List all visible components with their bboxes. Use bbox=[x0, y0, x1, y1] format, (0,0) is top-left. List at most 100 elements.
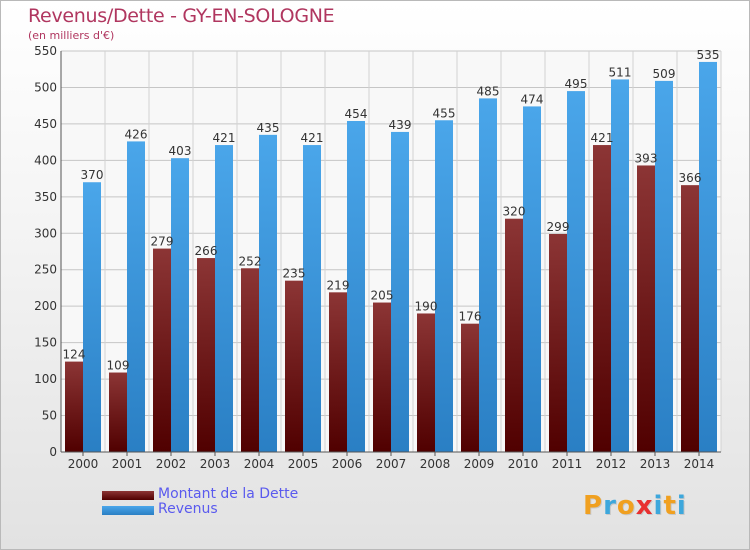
data-label-dette: 219 bbox=[327, 278, 350, 292]
bar-dette bbox=[417, 313, 435, 452]
y-tick-label: 0 bbox=[49, 445, 57, 459]
x-tick-label: 2008 bbox=[420, 457, 451, 471]
bar-revenus bbox=[171, 158, 189, 452]
bar-revenus bbox=[83, 182, 101, 452]
data-label-dette: 190 bbox=[415, 299, 438, 313]
legend-swatch-dette bbox=[102, 491, 154, 500]
y-tick-label: 150 bbox=[34, 336, 57, 350]
data-label-dette: 205 bbox=[371, 289, 394, 303]
bar-dette bbox=[549, 234, 567, 452]
data-label-revenus: 435 bbox=[257, 121, 280, 135]
logo-letter: i bbox=[653, 491, 664, 521]
data-label-revenus: 454 bbox=[345, 107, 368, 121]
data-label-dette: 366 bbox=[679, 171, 702, 185]
logo-letter: x bbox=[635, 491, 654, 521]
y-tick-label: 100 bbox=[34, 372, 57, 386]
data-label-revenus: 535 bbox=[697, 48, 720, 62]
x-tick-label: 2002 bbox=[156, 457, 187, 471]
y-tick-label: 50 bbox=[42, 409, 57, 423]
bar-dette bbox=[593, 145, 611, 452]
bar-revenus bbox=[699, 61, 717, 452]
y-tick-label: 400 bbox=[34, 153, 57, 167]
bar-revenus bbox=[523, 106, 541, 452]
y-tick-label: 500 bbox=[34, 80, 57, 94]
data-label-dette: 320 bbox=[503, 205, 526, 219]
bar-dette bbox=[109, 372, 127, 452]
bar-dette bbox=[197, 258, 215, 452]
data-label-revenus: 485 bbox=[477, 84, 500, 98]
bar-revenus bbox=[567, 91, 585, 452]
data-label-revenus: 509 bbox=[653, 67, 676, 81]
data-label-revenus: 474 bbox=[521, 92, 544, 106]
data-label-dette: 299 bbox=[547, 220, 570, 234]
x-tick-label: 2011 bbox=[552, 457, 583, 471]
bar-revenus bbox=[347, 120, 365, 452]
bar-dette bbox=[65, 361, 83, 452]
bar-revenus bbox=[303, 145, 321, 452]
x-tick-label: 2013 bbox=[640, 457, 671, 471]
legend-swatch-revenus bbox=[102, 506, 154, 515]
logo-letter: P bbox=[583, 491, 604, 521]
data-label-dette: 421 bbox=[591, 131, 614, 145]
bar-revenus bbox=[391, 131, 409, 453]
data-label-dette: 393 bbox=[635, 151, 658, 165]
x-tick-label: 2009 bbox=[464, 457, 495, 471]
x-tick-label: 2007 bbox=[376, 457, 407, 471]
proxiti-logo: Proxiti bbox=[583, 491, 687, 521]
data-label-revenus: 370 bbox=[81, 168, 104, 182]
chart-subtitle: (en milliers d'€) bbox=[28, 29, 115, 42]
legend-label-revenus: Revenus bbox=[158, 501, 218, 517]
bar-dette bbox=[373, 302, 391, 452]
y-tick-label: 350 bbox=[34, 190, 57, 204]
legend-label-dette: Montant de la Dette bbox=[158, 486, 299, 502]
bar-revenus bbox=[435, 120, 453, 452]
x-tick-label: 2012 bbox=[596, 457, 627, 471]
x-tick-label: 2005 bbox=[288, 457, 319, 471]
bar-revenus bbox=[127, 141, 145, 452]
data-label-revenus: 455 bbox=[433, 106, 456, 120]
data-label-dette: 279 bbox=[151, 235, 174, 249]
bar-dette bbox=[241, 268, 259, 452]
bar-revenus bbox=[259, 134, 277, 452]
chart-title: Revenus/Dette - GY-EN-SOLOGNE bbox=[28, 5, 335, 27]
y-tick-label: 200 bbox=[34, 299, 57, 313]
x-tick-label: 2001 bbox=[112, 457, 143, 471]
logo-letter: t bbox=[663, 491, 677, 521]
y-tick-label: 550 bbox=[34, 44, 57, 58]
logo-letter: r bbox=[603, 491, 617, 521]
data-label-revenus: 426 bbox=[125, 127, 148, 141]
bar-dette bbox=[681, 185, 699, 453]
data-label-dette: 266 bbox=[195, 244, 218, 258]
data-label-revenus: 511 bbox=[609, 65, 632, 79]
data-label-revenus: 421 bbox=[213, 131, 236, 145]
data-label-revenus: 421 bbox=[301, 131, 324, 145]
x-tick-label: 2000 bbox=[68, 457, 99, 471]
bar-dette bbox=[153, 248, 171, 452]
data-label-dette: 109 bbox=[107, 359, 130, 373]
bar-revenus bbox=[655, 80, 673, 452]
y-tick-label: 250 bbox=[34, 263, 57, 277]
y-tick-label: 300 bbox=[34, 226, 57, 240]
bar-revenus bbox=[479, 98, 497, 453]
data-label-dette: 252 bbox=[239, 254, 262, 268]
y-tick-label: 450 bbox=[34, 117, 57, 131]
bar-dette bbox=[329, 292, 347, 452]
data-label-dette: 124 bbox=[63, 348, 86, 362]
data-label-revenus: 439 bbox=[389, 118, 412, 132]
logo-letter: i bbox=[676, 491, 687, 521]
data-label-dette: 235 bbox=[283, 267, 306, 281]
data-label-revenus: 495 bbox=[565, 77, 588, 91]
bar-revenus bbox=[215, 145, 233, 452]
bar-dette bbox=[505, 218, 523, 452]
bar-dette bbox=[637, 165, 655, 452]
x-tick-label: 2006 bbox=[332, 457, 363, 471]
x-tick-label: 2004 bbox=[244, 457, 275, 471]
bar-dette bbox=[461, 323, 479, 452]
x-tick-label: 2003 bbox=[200, 457, 231, 471]
x-tick-label: 2014 bbox=[684, 457, 715, 471]
bar-revenus bbox=[611, 79, 629, 453]
bar-dette bbox=[285, 280, 303, 452]
logo-letter: o bbox=[616, 491, 636, 521]
